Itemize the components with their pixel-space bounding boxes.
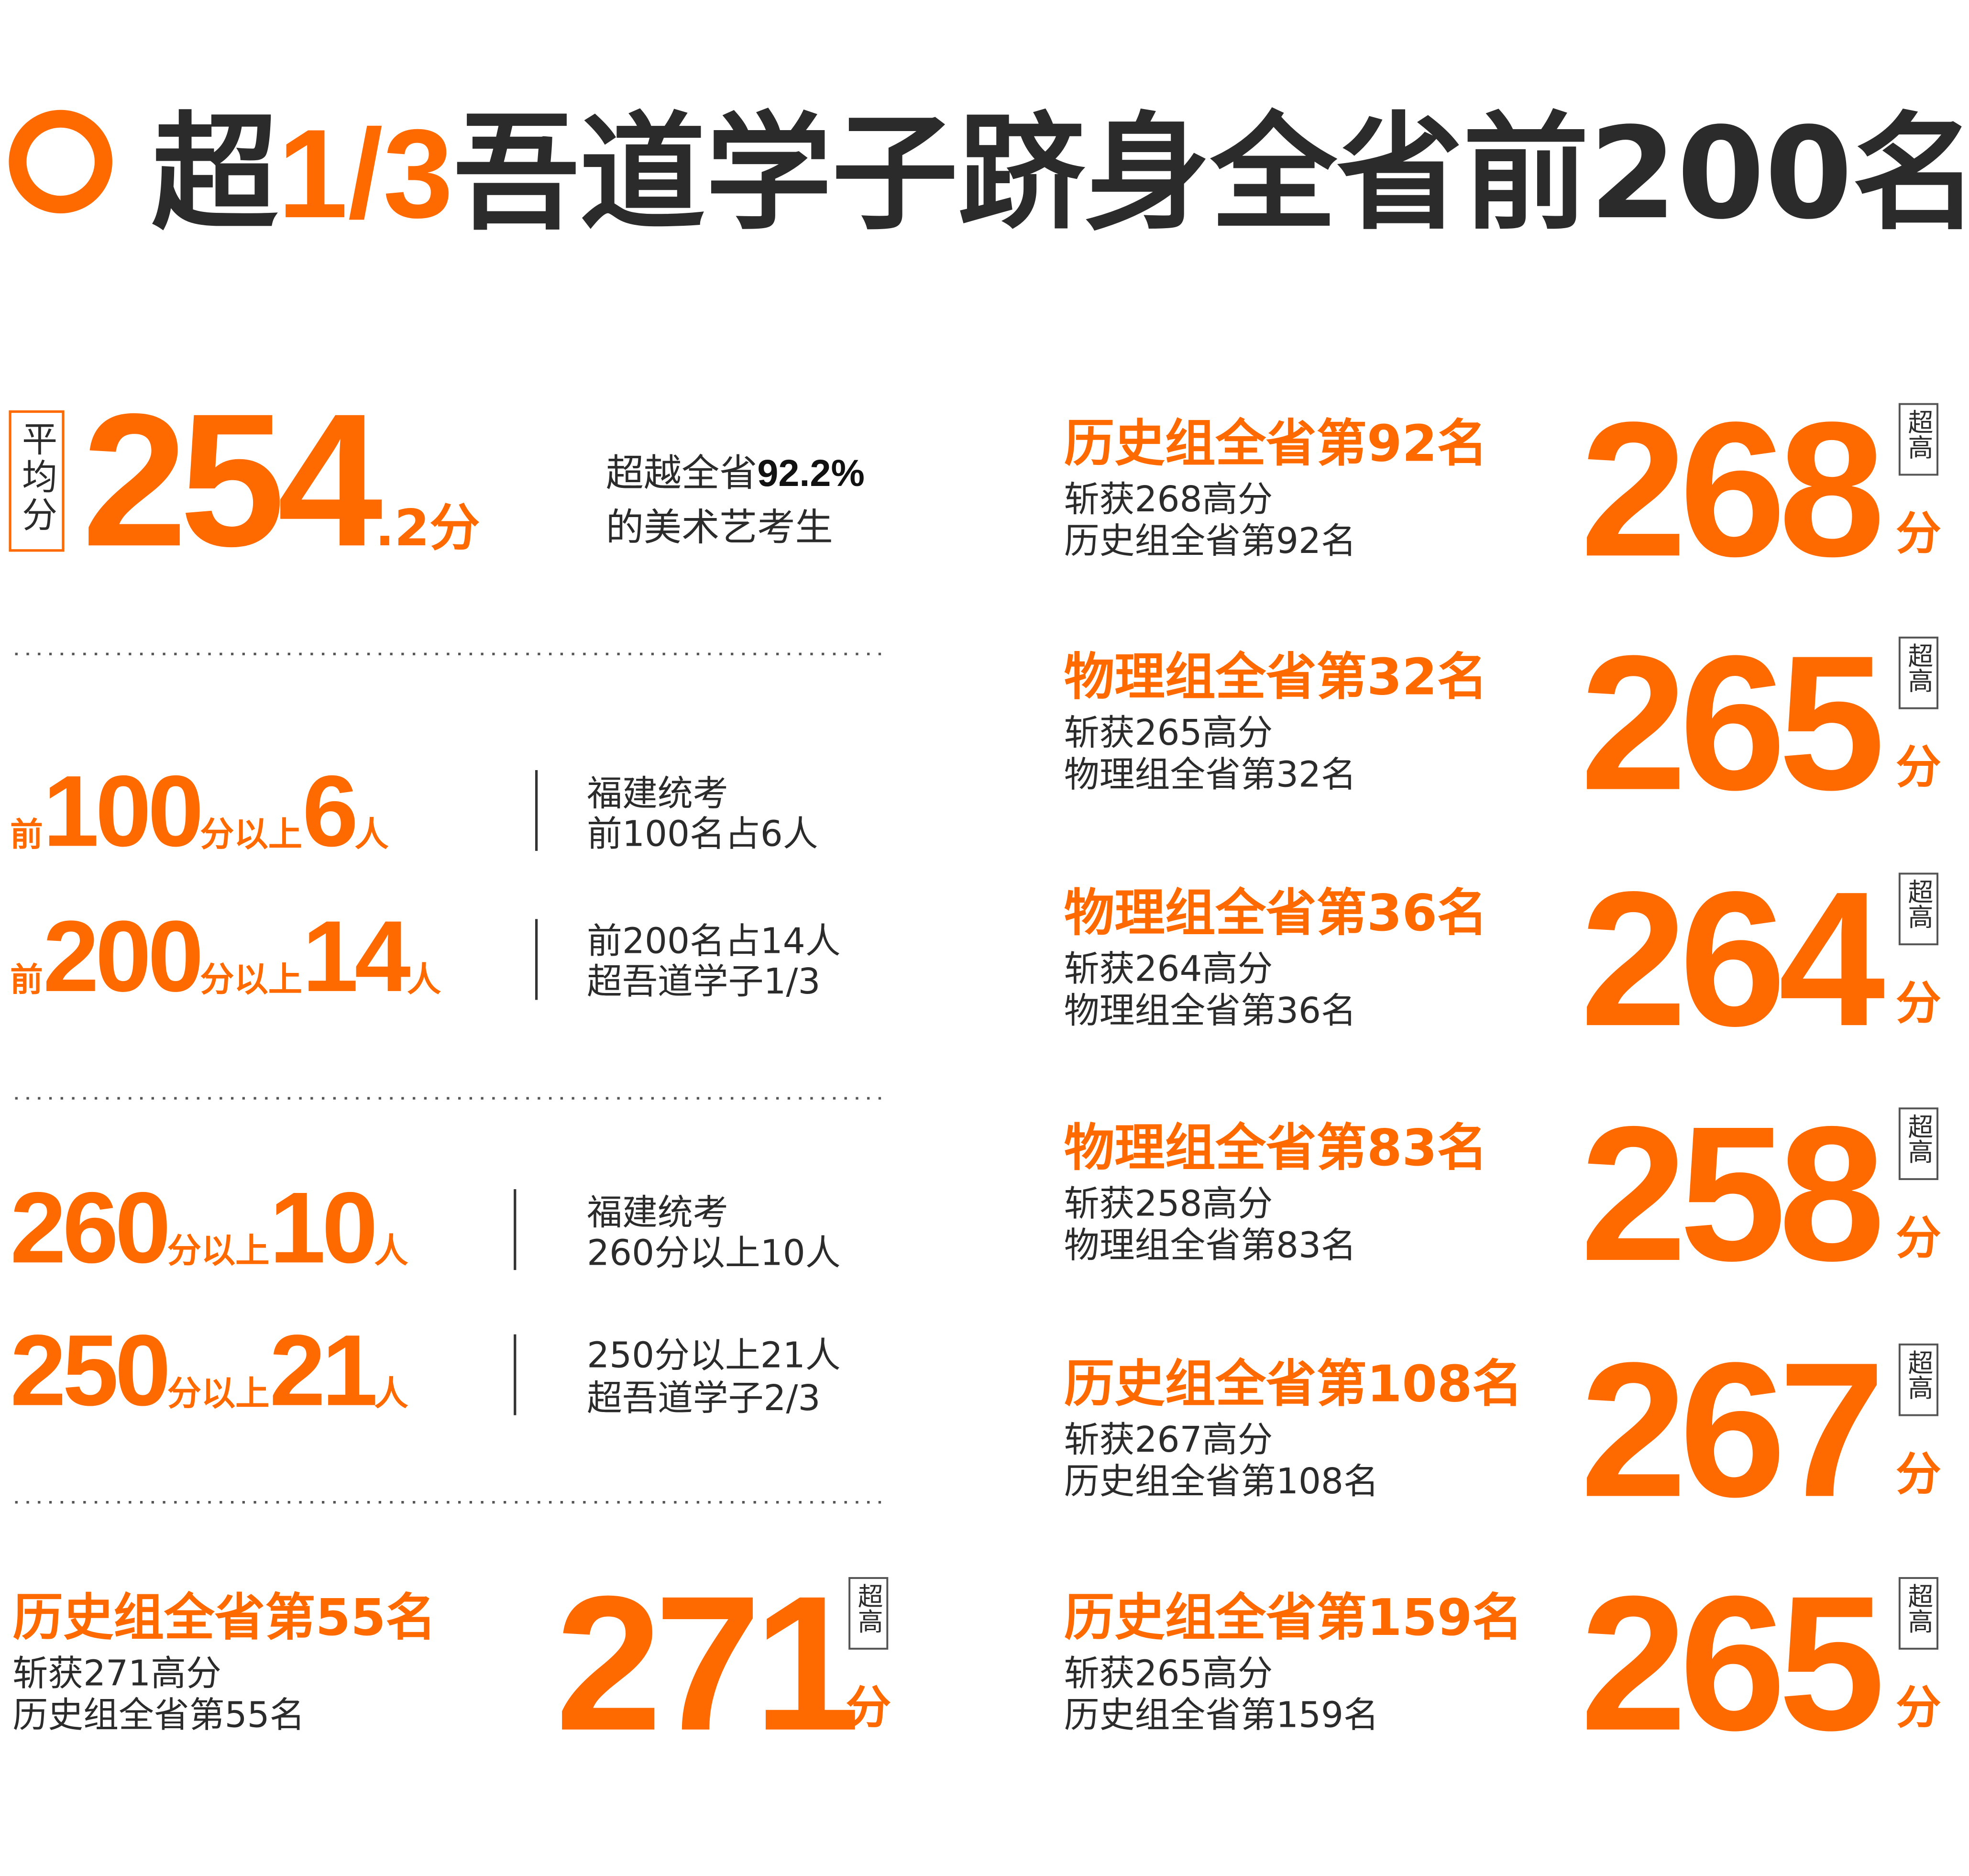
student-rank: 历史组全省第159名 [1064,1588,1523,1647]
stat-prefix: 前 [10,816,43,854]
student-score: 268 [1580,382,1881,596]
average-note-bold: 92.2% [757,452,864,494]
stat-number: 260 [10,1171,167,1284]
badge-box [1898,636,1939,709]
student-rank: 历史组全省第108名 [1064,1355,1523,1413]
text-run: 超1/3吾道学子跻身全省前200名 [152,100,1969,247]
student-score: 271 [555,1556,856,1771]
score-unit: 分 [1896,1212,1941,1265]
student-rank: 历史组全省第55名 [12,1588,436,1647]
average-note: 超越全省 [606,451,758,495]
stat-number: 250 [10,1313,167,1426]
student-line: 物理组全省第36名 [1064,990,1356,1031]
title-icon [9,110,112,214]
text-run: 前200分以上14人 [10,900,441,1013]
student-score: 264 [1580,852,1886,1066]
stat-unit: 人 [354,814,388,854]
stat-mid: 分以上 [200,814,302,854]
student-score: 265 [1580,616,1881,830]
stat-unit: 人 [374,1231,408,1270]
score-unit: 分 [1896,508,1941,560]
student-rank: 历史组全省第92名 [1064,414,1488,473]
stat-note: 260分以上10人 [587,1233,841,1274]
stat-count: 6 [302,754,355,867]
badge-box [1898,1577,1939,1650]
student-rank: 物理组全省第36名 [1064,883,1488,942]
stat-count: 14 [302,900,410,1013]
text-run: 260分以上10人 [10,1171,408,1284]
title-text: 超 [152,100,280,247]
score-unit: 分 [1896,741,1941,794]
badge-box [1898,1343,1939,1416]
badge-text: 超高 [1904,1349,1933,1400]
stat-note: 前200名占14人 [587,921,841,962]
student-line: 斩获267高分 [1064,1419,1273,1460]
badge-text: 超高 [1904,409,1933,460]
stat-note: 前100名占6人 [587,813,818,854]
stat-number: 200 [43,900,200,1013]
stat-unit: 人 [374,1373,408,1413]
student-line: 历史组全省第92名 [1064,520,1356,562]
badge-text: 超高 [1904,1114,1933,1164]
badge-box [1898,1107,1939,1181]
student-score: 258 [1580,1087,1881,1301]
stat-note: 超吾道学子1/3 [587,961,820,1002]
stat-mid: 分以上 [167,1373,270,1413]
student-line: 斩获258高分 [1064,1183,1273,1225]
badge-text: 超高 [1904,1583,1933,1634]
student-line: 历史组全省第108名 [1064,1461,1379,1502]
student-line: 历史组全省第55名 [12,1694,305,1735]
student-line: 斩获271高分 [12,1653,221,1694]
stat-prefix: 前 [10,961,43,999]
title-text: 吾道学子跻身全省前200名 [453,100,1969,247]
stat-mid: 分以上 [200,960,302,999]
stat-count: 10 [269,1171,374,1284]
badge-text: 超高 [1904,642,1933,693]
stat-mid: 分以上 [167,1231,270,1270]
stat-note: 250分以上21人 [587,1335,841,1376]
student-line: 历史组全省第159名 [1064,1694,1379,1735]
stat-note: 福建统考 [587,773,728,814]
average-label-box [9,410,65,552]
stat-count: 21 [269,1313,375,1426]
student-line: 斩获264高分 [1064,949,1273,990]
student-line: 斩获268高分 [1064,479,1273,520]
average-decimal: .2分 [375,498,480,557]
student-rank: 物理组全省第83名 [1064,1118,1488,1177]
badge-box [1898,403,1939,476]
stat-note: 福建统考 [587,1192,728,1233]
badge-box [848,1577,889,1650]
badge-text: 超高 [854,1583,883,1634]
text-run: 250分以上21人 [10,1313,408,1426]
text-run: 超越全省92.2% [606,451,865,495]
badge-box [1898,872,1939,946]
student-line: 斩获265高分 [1064,1653,1273,1694]
text-run: 254.2分 [82,374,480,585]
title-highlight: 1/3 [278,103,453,244]
badge-text: 超高 [1904,879,1933,929]
score-unit: 分 [1896,1448,1941,1501]
stat-number: 100 [43,754,200,867]
average-value: 254 [82,374,384,585]
average-note: 的美术艺考生 [606,506,833,550]
score-unit: 分 [1896,977,1941,1030]
student-line: 物理组全省第83名 [1064,1225,1356,1266]
student-score: 265 [1580,1556,1881,1771]
stat-note: 超吾道学子2/3 [587,1378,820,1419]
student-line: 物理组全省第32名 [1064,754,1356,795]
score-unit: 分 [846,1682,891,1734]
text-run: 前100分以上6人 [10,754,389,867]
student-rank: 物理组全省第32名 [1064,648,1488,706]
student-line: 斩获265高分 [1064,712,1273,753]
student-score: 267 [1580,1323,1878,1537]
average-label: 平均分 [16,420,57,534]
stat-unit: 人 [407,960,441,999]
score-unit: 分 [1896,1682,1941,1734]
